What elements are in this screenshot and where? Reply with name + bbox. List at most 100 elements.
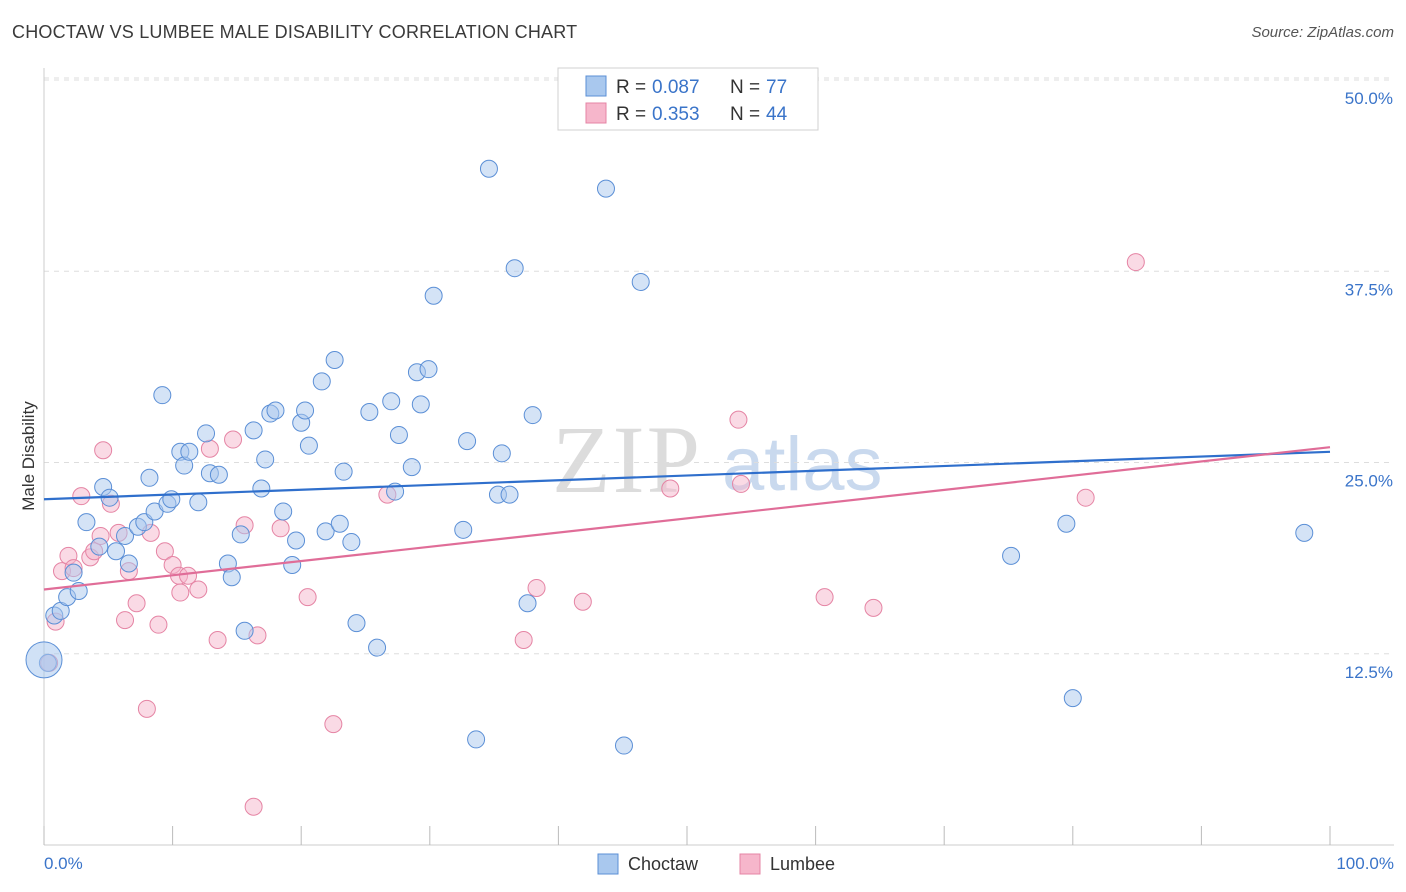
point-choctaw: [296, 401, 315, 420]
point-choctaw: [287, 531, 306, 550]
point-choctaw: [631, 272, 650, 291]
point-choctaw: [116, 526, 135, 545]
chart-source: Source: ZipAtlas.com: [1251, 24, 1394, 41]
point-lumbee: [661, 479, 680, 498]
point-lumbee: [94, 441, 113, 460]
trend-line-lumbee: [43, 446, 1331, 591]
point-lumbee: [729, 410, 748, 429]
point-choctaw: [467, 730, 486, 749]
legend-r-label-choctaw: R =: [616, 77, 651, 98]
legend-r-label-lumbee: R =: [616, 104, 651, 125]
point-choctaw: [325, 350, 344, 369]
point-lumbee: [1076, 488, 1095, 507]
point-lumbee: [72, 487, 91, 506]
point-choctaw: [252, 479, 271, 498]
point-lumbee: [149, 615, 168, 634]
y-tick-labels: 12.5% 25.0% 37.5% 50.0%: [1345, 89, 1393, 682]
point-choctaw: [153, 386, 172, 405]
point-choctaw: [64, 563, 83, 582]
trend-line-choctaw: [43, 450, 1331, 501]
point-choctaw: [360, 403, 379, 422]
point-choctaw: [500, 485, 519, 504]
point-choctaw: [316, 522, 335, 541]
point-choctaw: [596, 179, 615, 198]
point-lumbee: [864, 598, 883, 617]
point-lumbee: [573, 592, 592, 611]
legend-swatch-choctaw: [585, 75, 607, 97]
point-choctaw: [222, 568, 241, 587]
series-choctaw-points: [25, 159, 1314, 755]
y-axis-title: Male Disability: [19, 401, 38, 511]
point-lumbee: [244, 797, 263, 816]
point-lumbee: [127, 594, 146, 613]
point-lumbee: [137, 699, 156, 718]
point-choctaw: [107, 542, 126, 561]
watermark-atlas: atlas: [722, 422, 883, 507]
point-lumbee: [732, 474, 751, 493]
point-lumbee: [815, 588, 834, 607]
legend-r-value-choctaw: 0.087: [652, 77, 700, 98]
bottom-legend-swatch-choctaw: [597, 853, 619, 875]
point-choctaw: [1063, 689, 1082, 708]
point-choctaw: [235, 621, 254, 640]
point-choctaw: [368, 638, 387, 657]
point-choctaw: [330, 514, 349, 533]
point-choctaw: [244, 421, 263, 440]
point-lumbee: [116, 611, 135, 630]
point-lumbee: [298, 588, 317, 607]
legend-swatch-lumbee: [585, 102, 607, 124]
point-choctaw: [266, 401, 285, 420]
point-choctaw: [283, 556, 302, 575]
point-lumbee: [324, 715, 343, 734]
point-choctaw: [140, 468, 159, 487]
point-choctaw: [347, 614, 366, 633]
point-choctaw: [411, 395, 430, 414]
legend-box: R = 0.087 N = 77 R = 0.353 N = 44: [557, 67, 819, 131]
point-choctaw: [1057, 514, 1076, 533]
point-choctaw: [419, 360, 438, 379]
point-choctaw: [299, 436, 318, 455]
point-choctaw: [25, 641, 63, 679]
point-lumbee: [155, 542, 174, 561]
series-lumbee-points: [40, 253, 1145, 816]
point-choctaw: [90, 537, 109, 556]
point-choctaw: [189, 493, 208, 512]
y-tick-label: 12.5%: [1345, 663, 1393, 682]
point-choctaw: [231, 525, 250, 544]
legend-n-value-lumbee: 44: [766, 104, 788, 125]
point-choctaw: [180, 442, 199, 461]
legend-n-value-choctaw: 77: [766, 77, 787, 98]
point-lumbee: [189, 580, 208, 599]
bottom-legend-label-choctaw: Choctaw: [628, 854, 699, 874]
point-choctaw: [505, 259, 524, 278]
bottom-legend-swatch-lumbee: [739, 853, 761, 875]
point-lumbee: [527, 578, 546, 597]
x-tick-label-min: 0.0%: [44, 854, 83, 873]
legend-r-value-lumbee: 0.353: [652, 104, 700, 125]
point-choctaw: [209, 465, 228, 484]
point-choctaw: [274, 502, 293, 521]
point-choctaw: [334, 462, 353, 481]
bottom-legend-label-lumbee: Lumbee: [770, 854, 835, 874]
legend-n-label-choctaw: N =: [730, 77, 765, 98]
point-lumbee: [514, 630, 533, 649]
point-lumbee: [271, 519, 290, 538]
point-choctaw: [614, 736, 633, 755]
y-tick-label: 25.0%: [1345, 472, 1393, 491]
point-choctaw: [389, 425, 408, 444]
x-tick-label-max: 100.0%: [1336, 854, 1394, 873]
point-lumbee: [1126, 253, 1145, 272]
watermark: ZIP atlas: [552, 406, 883, 513]
point-lumbee: [179, 566, 198, 585]
point-choctaw: [492, 444, 511, 463]
point-choctaw: [402, 458, 421, 477]
point-choctaw: [1295, 523, 1314, 542]
y-tick-label: 50.0%: [1345, 89, 1393, 108]
point-choctaw: [424, 286, 443, 305]
point-choctaw: [479, 159, 498, 178]
point-choctaw: [458, 432, 477, 451]
y-tick-label: 37.5%: [1345, 280, 1393, 299]
